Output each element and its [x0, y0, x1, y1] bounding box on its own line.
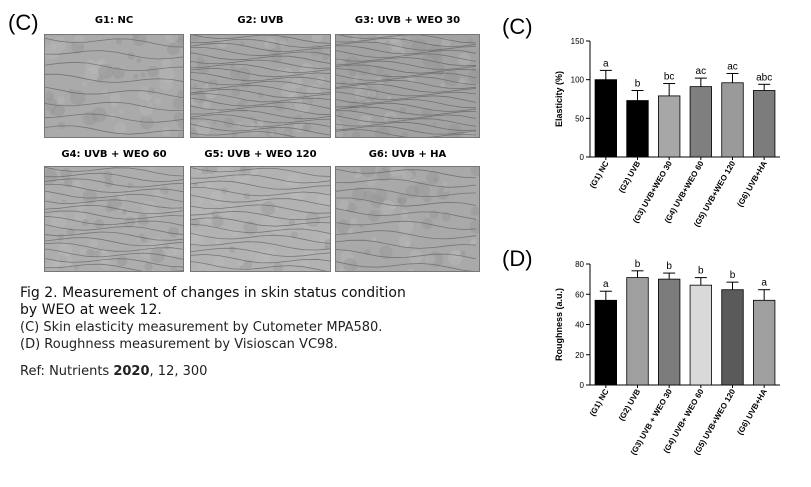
error-bar — [663, 272, 676, 280]
image-title-g2: G2: UVB — [237, 15, 284, 26]
category-label: (G1) NC — [588, 387, 611, 417]
bar — [689, 284, 712, 386]
category-label: (G2) UVB — [617, 387, 642, 422]
error-bar — [694, 277, 707, 286]
significance-label: a — [603, 279, 609, 290]
y-tick-label: 80 — [575, 260, 584, 269]
y-tick-label: 150 — [571, 37, 585, 46]
reference-year: 2020 — [113, 364, 150, 379]
caption-title-line2: by WEO at week 12. — [20, 302, 162, 318]
bar — [594, 299, 617, 386]
bar — [594, 79, 617, 158]
bar — [752, 299, 776, 386]
caption-line-d: (D) Roughness measurement by Visioscan V… — [20, 337, 338, 352]
error-bar — [631, 89, 644, 101]
skin-image-g6 — [335, 166, 480, 272]
bar — [721, 82, 744, 158]
error-bar — [726, 72, 739, 83]
figure-caption: Fig 2. Measurement of changes in skin st… — [20, 285, 440, 380]
significance-label: b — [635, 78, 641, 89]
y-tick-label: 0 — [580, 381, 585, 390]
bar — [626, 100, 649, 158]
image-title-g4: G4: UVB + WEO 60 — [61, 149, 167, 160]
significance-label: abc — [756, 72, 772, 83]
skin-image-g4 — [44, 166, 184, 272]
y-axis-label: Elasticity (%) — [554, 71, 564, 127]
error-bar — [726, 281, 739, 290]
roughness-bar-chart: Roughness (a.u.) 0 20 40 60 80 a (G1) NC b (G2) U… — [554, 259, 780, 456]
skin-image-g2 — [190, 34, 331, 138]
panel-label-c: (C) — [8, 10, 39, 35]
bar — [721, 289, 744, 386]
image-title-g5: G5: UVB + WEO 120 — [204, 149, 317, 160]
category-label: (G6) UVB+HA — [735, 387, 769, 436]
skin-image-g5 — [190, 166, 331, 272]
category-label: (G2) UVB — [617, 159, 642, 194]
error-bar — [694, 77, 707, 87]
y-tick-label: 100 — [571, 76, 585, 85]
error-bar — [599, 69, 612, 80]
y-tick-label: 0 — [580, 153, 585, 162]
y-axis-label: Roughness (a.u.) — [554, 288, 564, 361]
bar — [752, 90, 776, 158]
image-title-g6: G6: UVB + HA — [368, 149, 447, 160]
bar — [689, 86, 712, 158]
bar — [658, 95, 681, 158]
significance-label: ac — [696, 66, 707, 77]
skin-image-g1 — [44, 34, 184, 138]
bar — [658, 278, 681, 386]
elasticity-bar-chart: Elasticity (%) 0 50 100 150 a (G1) NC b (G2) UVB… — [554, 37, 780, 228]
significance-label: b — [666, 261, 672, 272]
category-label: (G1) NC — [588, 159, 611, 189]
error-bar — [599, 290, 612, 301]
y-tick-label: 50 — [575, 114, 584, 123]
panel-label-c-chart: (C) — [502, 14, 533, 39]
reference: Ref: Nutrients 2020, 12, 300 — [20, 363, 440, 380]
panel-label-d: (D) — [502, 246, 533, 271]
bar — [626, 277, 649, 386]
significance-label: b — [698, 266, 704, 277]
error-bar — [758, 289, 771, 301]
significance-label: ac — [727, 61, 738, 72]
error-bar — [631, 270, 644, 278]
y-tick-label: 60 — [575, 290, 584, 299]
significance-label: a — [603, 58, 609, 69]
caption-line-c: (C) Skin elasticity measurement by Cutom… — [20, 320, 383, 335]
significance-label: b — [730, 270, 736, 281]
error-bar — [758, 83, 771, 91]
reference-prefix: Ref: Nutrients — [20, 364, 114, 379]
reference-suffix: , 12, 300 — [149, 364, 208, 379]
significance-label: b — [635, 259, 641, 270]
y-tick-label: 20 — [575, 351, 584, 360]
significance-label: bc — [664, 72, 675, 83]
skin-image-g3 — [335, 34, 480, 138]
image-title-g3: G3: UVB + WEO 30 — [354, 15, 461, 26]
error-bar — [663, 83, 676, 96]
y-tick-label: 40 — [575, 321, 584, 330]
image-title-g1: G1: NC — [94, 15, 134, 26]
significance-label: a — [761, 278, 767, 289]
caption-title-line1: Fig 2. Measurement of changes in skin st… — [20, 285, 406, 301]
category-label: (G6) UVB+HA — [735, 159, 769, 208]
